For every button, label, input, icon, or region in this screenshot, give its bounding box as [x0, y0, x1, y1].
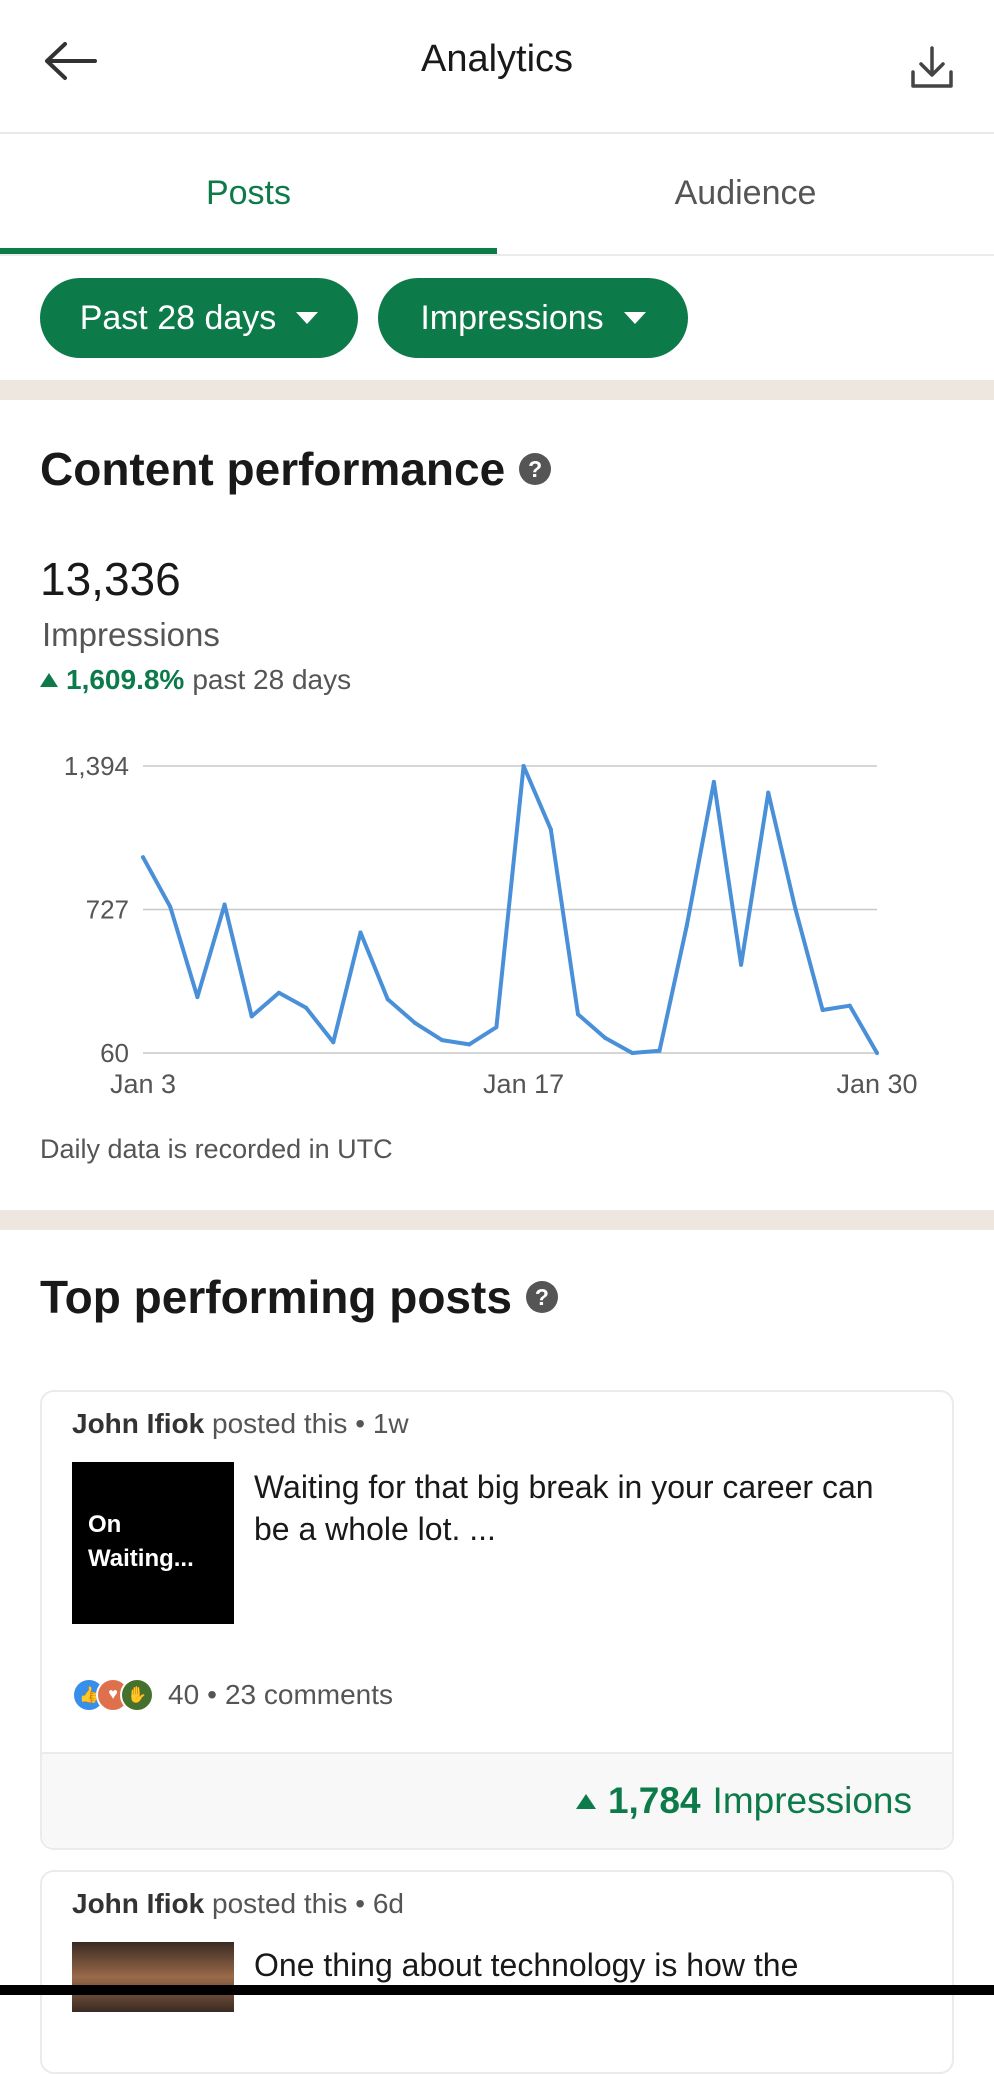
metric-label: Impressions: [420, 298, 604, 337]
data-point: [385, 997, 390, 1002]
back-button[interactable]: [38, 36, 104, 86]
y-tick-label: 1,394: [64, 751, 129, 781]
data-point: [657, 1048, 662, 1053]
data-point: [793, 906, 798, 911]
data-point: [630, 1051, 635, 1055]
post-age: 6d: [372, 1888, 404, 1919]
impressions-label: Impressions: [42, 616, 220, 653]
post-meta: John Ifiok posted this • 6d: [72, 1888, 404, 1919]
metric-dropdown[interactable]: Impressions: [378, 278, 688, 358]
caret-down-icon: [623, 312, 646, 324]
trend-up-icon: [40, 673, 58, 687]
post-reactions[interactable]: 👍 ♥ ✋ 40 • 23 comments: [72, 1678, 393, 1712]
data-point: [820, 1007, 825, 1012]
data-point: [304, 1005, 309, 1010]
page-title: Analytics: [420, 38, 574, 80]
data-point: [440, 1038, 445, 1043]
post-author[interactable]: John Ifiok: [72, 1888, 205, 1919]
data-point: [276, 990, 281, 995]
x-tick-label: Jan 17: [483, 1069, 564, 1099]
trend-up-icon: [575, 1793, 596, 1809]
system-nav-edge: [0, 1985, 994, 1995]
data-point: [195, 995, 200, 1000]
section-title: Content performance: [40, 443, 506, 495]
tab-bar: [0, 134, 994, 256]
data-point: [222, 902, 227, 907]
download-button[interactable]: [904, 40, 960, 96]
help-icon[interactable]: ?: [519, 453, 552, 485]
tab-audience[interactable]: Audience: [674, 174, 817, 212]
y-tick-label: 727: [86, 895, 129, 925]
reaction-count: 40: [168, 1679, 200, 1710]
data-point: [875, 1051, 879, 1055]
date-range-label: Past 28 days: [79, 298, 277, 337]
top-posts-header: Top performing posts ?: [40, 1270, 558, 1324]
data-point: [739, 962, 744, 967]
comment-count[interactable]: 23 comments: [224, 1679, 394, 1710]
active-tab-indicator: [0, 248, 497, 254]
data-point: [412, 1020, 417, 1025]
data-point: [711, 779, 716, 784]
impressions-delta: 1,609.8% past 28 days: [40, 664, 351, 696]
data-point: [548, 827, 553, 832]
tab-posts[interactable]: Posts: [205, 174, 292, 212]
help-icon[interactable]: ?: [525, 1281, 558, 1313]
impressions-value: 1,784: [607, 1780, 701, 1821]
data-point: [684, 924, 689, 929]
delta-percent: 1,609.8%: [66, 664, 185, 695]
post-thumbnail[interactable]: On Waiting...: [72, 1462, 234, 1624]
data-point: [847, 1003, 852, 1008]
data-point: [467, 1042, 472, 1047]
data-point: [358, 930, 363, 935]
post-card[interactable]: John Ifiok posted this • 6d One thing ab…: [40, 1870, 954, 2074]
post-author[interactable]: John Ifiok: [72, 1408, 205, 1439]
post-card[interactable]: John Ifiok posted this • 1w On Waiting..…: [40, 1390, 954, 1850]
impressions-label: Impressions: [712, 1780, 912, 1821]
series-line: [141, 764, 879, 1055]
post-impressions-footer[interactable]: 1,784 Impressions: [42, 1752, 952, 1848]
section-divider: [0, 1210, 994, 1230]
date-range-dropdown[interactable]: Past 28 days: [40, 278, 358, 358]
data-point: [331, 1040, 336, 1045]
content-performance-header: Content performance ?: [40, 442, 552, 496]
post-text[interactable]: One thing about technology is how the: [254, 1947, 799, 1983]
data-point: [603, 1035, 608, 1040]
y-tick-label: 60: [100, 1038, 129, 1068]
delta-period: past 28 days: [192, 664, 352, 695]
data-point: [575, 1012, 580, 1017]
caret-down-icon: [296, 312, 319, 324]
data-point: [494, 1025, 499, 1030]
data-point: [766, 790, 771, 795]
data-point: [168, 904, 173, 909]
post-impressions: 1,784 Impressions: [575, 1780, 912, 1822]
post-thumbnail[interactable]: [72, 1942, 234, 2012]
celebrate-reaction-icon: ✋: [120, 1678, 154, 1712]
section-divider: [0, 380, 994, 400]
top-bar: [0, 0, 994, 134]
data-point: [521, 764, 526, 768]
section-title: Top performing posts: [40, 1271, 512, 1323]
download-icon: [911, 46, 953, 88]
x-tick-label: Jan 3: [110, 1069, 176, 1099]
post-age: 1w: [372, 1408, 409, 1439]
data-point: [141, 855, 145, 860]
data-point: [249, 1014, 254, 1019]
post-meta: John Ifiok posted this • 1w: [72, 1408, 409, 1439]
back-arrow-icon: [45, 42, 97, 80]
x-tick-label: Jan 30: [836, 1069, 917, 1099]
post-text[interactable]: Waiting for that big break in your caree…: [254, 1469, 874, 1547]
impressions-total: 13,336: [40, 553, 181, 605]
utc-note: Daily data is recorded in UTC: [40, 1134, 393, 1164]
